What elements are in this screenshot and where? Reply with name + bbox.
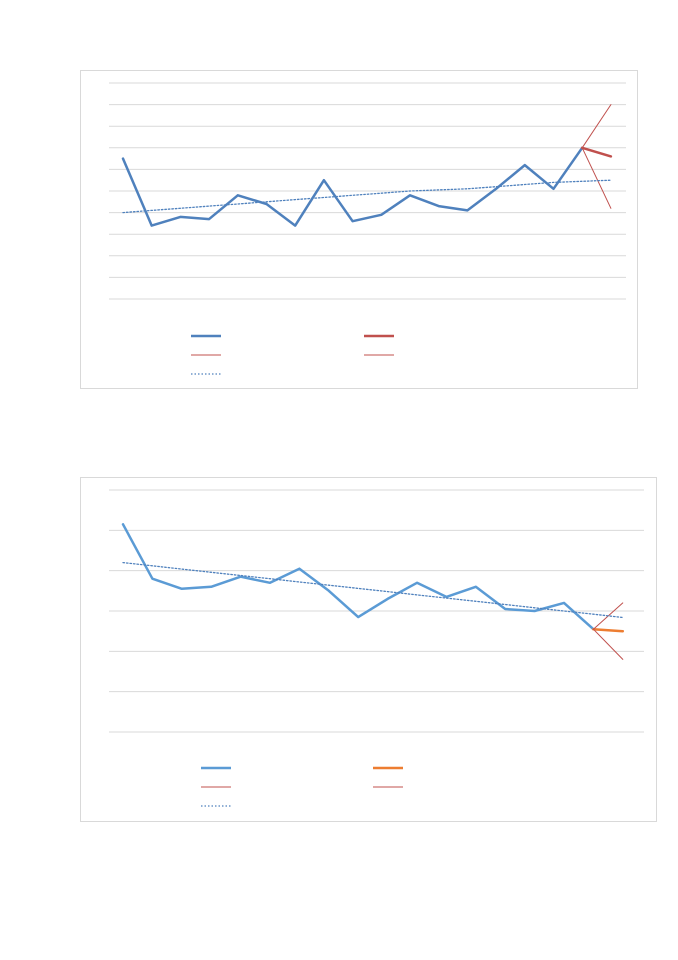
series-line-trend: [122, 179, 612, 214]
series-line-forecast: [580, 146, 613, 158]
series-line-lower-bound: [592, 628, 624, 660]
series-line-upper-bound: [581, 104, 612, 149]
chart-2-svg: [109, 489, 644, 807]
series-line-actual: [121, 146, 584, 227]
chart-1-svg: [109, 82, 626, 375]
chart-2-frame: [80, 477, 657, 822]
chart-1-frame: [80, 70, 638, 389]
series-line-trend: [122, 561, 624, 619]
series-line-forecast: [592, 627, 625, 633]
series-line-lower-bound: [581, 147, 612, 209]
series-line-actual: [121, 523, 595, 631]
